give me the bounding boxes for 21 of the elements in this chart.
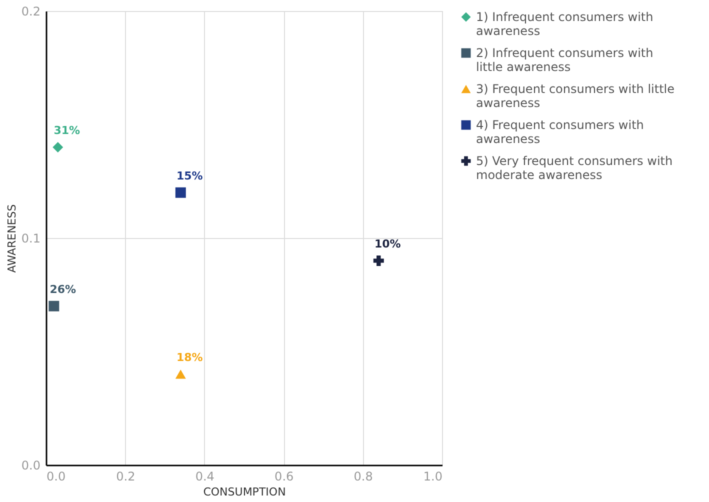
legend-label: 4) Frequent consumers with awareness [476,118,644,146]
x-tick-label: 0.4 [195,470,214,484]
annotation: 18% [176,351,203,364]
y-tick-label: 0.2 [21,4,40,18]
x-tick-label: 0.6 [274,470,294,484]
legend-label: 1) Infrequent consumers with awareness [476,10,654,38]
x-axis-title: CONSUMPTION [203,486,286,498]
x-tick-label: 1.0 [423,470,442,484]
legend-label: 2) Infrequent consumers with little awareness [476,46,654,74]
annotation: 31% [54,124,80,138]
annotation: 26% [50,283,76,296]
x-tick-label: 0.0 [46,470,66,484]
annotation: 10% [374,238,401,251]
y-axis-title: AWARENESS [5,204,18,273]
x-tick-label: 0.2 [116,470,136,484]
annotation: 15% [176,170,203,183]
legend-label: 5) Very frequent consumers with moderate awareness [476,154,673,182]
y-tick-label: 0.1 [21,232,40,246]
y-tick-label: 0.0 [21,458,40,472]
legend-label: 3) Frequent consumers with little awareness [476,82,674,110]
x-tick-label: 0.8 [354,470,373,484]
